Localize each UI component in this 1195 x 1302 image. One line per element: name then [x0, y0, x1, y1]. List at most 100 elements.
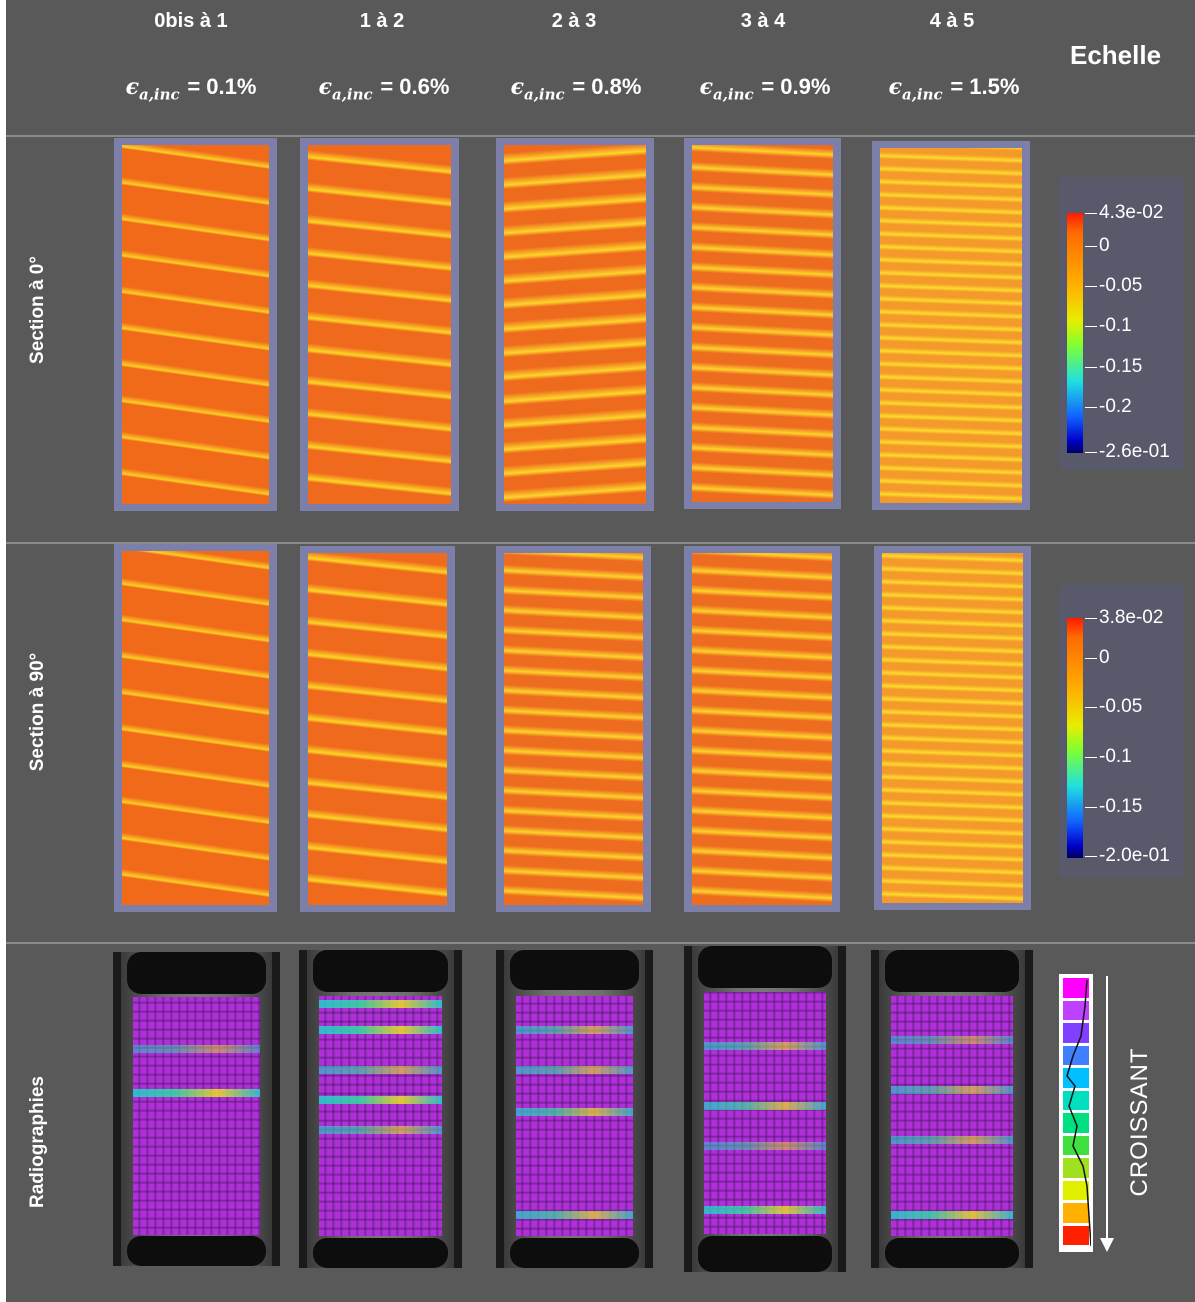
- column-title-3: 2 à 3: [551, 10, 597, 32]
- vector-band: [704, 1102, 826, 1110]
- vector-band: [319, 1000, 442, 1008]
- divider-row2: [6, 942, 1195, 944]
- colorbar-label: -0.15: [1099, 796, 1143, 817]
- column-title-2: 1 à 2: [359, 10, 405, 32]
- colorbar-label: -0.15: [1099, 356, 1143, 377]
- colorbar-tick: [1085, 246, 1097, 247]
- radiograph-3: [496, 950, 653, 1268]
- strain-map-90deg-4: [684, 546, 840, 912]
- displacement-vector-field: [704, 992, 826, 1234]
- colorbar-label: -0.05: [1099, 696, 1143, 717]
- colorbar-label: -2.0e-01: [1099, 845, 1170, 866]
- strain-label-4: ϵa,inc = 0.9%: [699, 74, 831, 104]
- scale-color-cell: [1063, 1135, 1089, 1155]
- top-cap: [313, 950, 448, 992]
- top-cap: [885, 950, 1019, 992]
- bottom-cap: [510, 1238, 639, 1268]
- vector-band: [319, 1096, 442, 1104]
- strain-label-5: ϵa,inc = 1.5%: [888, 74, 1020, 104]
- bottom-cap: [698, 1236, 832, 1272]
- strain-map-0deg-2: [300, 138, 459, 511]
- colorbar-tick: [1085, 367, 1097, 368]
- vector-band: [516, 1026, 633, 1034]
- top-cap: [127, 952, 266, 994]
- colorbar-label: 0: [1099, 647, 1110, 668]
- vector-band: [704, 1042, 826, 1050]
- colorbar-tick: [1085, 286, 1097, 287]
- displacement-vector-field: [516, 996, 633, 1236]
- colorbar-label: -2.6e-01: [1099, 441, 1170, 462]
- strain-map-90deg-3: [496, 546, 651, 912]
- bottom-cap: [127, 1236, 266, 1266]
- colorbar-label: -0.1: [1099, 746, 1132, 767]
- colorbar-tick: [1085, 807, 1097, 808]
- vector-band: [891, 1036, 1013, 1044]
- strain-map-90deg-2: [300, 546, 455, 912]
- strain-field: [692, 145, 833, 502]
- strain-field: [122, 551, 269, 905]
- scale-curve: [1066, 979, 1091, 1247]
- strain-label-3: ϵa,inc = 0.8%: [510, 74, 642, 104]
- colorbar-tick: [1085, 407, 1097, 408]
- column-title-4: 3 à 4: [740, 10, 786, 32]
- scale-curve-line: [1066, 979, 1091, 1247]
- vector-band: [133, 1045, 260, 1053]
- strain-field: [880, 148, 1022, 503]
- row-label-section0: Section à 0°: [27, 256, 48, 364]
- colorbar-tick: [1085, 213, 1097, 214]
- colorbar-label: -0.2: [1099, 396, 1132, 417]
- vector-band: [516, 1066, 633, 1074]
- strain-map-0deg-4: [684, 138, 841, 509]
- colorbar-label: 0: [1099, 235, 1110, 256]
- colorbar-tick: [1085, 757, 1097, 758]
- displacement-vector-field: [319, 996, 442, 1236]
- column-title-5: 4 à 5: [929, 10, 975, 32]
- increasing-label: CROISSANT: [1126, 1047, 1153, 1197]
- strain-map-90deg-5: [874, 546, 1031, 910]
- scale-color-cell: [1063, 1045, 1089, 1065]
- radiograph-4: [684, 946, 846, 1272]
- strain-field: [504, 553, 643, 905]
- colorbar-tick: [1085, 856, 1097, 857]
- colorbar-label: 4.3e-02: [1099, 202, 1164, 223]
- radiograph-5: [871, 950, 1033, 1268]
- colorbar-tick: [1085, 658, 1097, 659]
- scale-header: Echelle: [1070, 40, 1162, 70]
- row-label-radiographies: Radiographies: [27, 1076, 48, 1208]
- vector-band: [891, 1211, 1013, 1219]
- displacement-vector-field: [133, 997, 260, 1235]
- top-cap: [698, 946, 832, 988]
- top-cap: [510, 950, 639, 990]
- column-title-1: 0bis à 1: [154, 10, 228, 32]
- scale-color-cell: [1063, 1068, 1089, 1088]
- vector-band: [516, 1108, 633, 1116]
- colorbar-tick: [1085, 326, 1097, 327]
- scale-color-cell: [1063, 978, 1089, 998]
- colorbar-label: -0.1: [1099, 315, 1132, 336]
- increasing-arrow-line: [1106, 976, 1108, 1238]
- colorbar-tick: [1085, 707, 1097, 708]
- colorbar-tick: [1085, 452, 1097, 453]
- bottom-cap: [885, 1238, 1019, 1268]
- colorbar-label: -0.05: [1099, 275, 1143, 296]
- strain-field: [122, 145, 269, 504]
- strain-label-2: ϵa,inc = 0.6%: [318, 74, 450, 104]
- vector-band: [891, 1136, 1013, 1144]
- strain-map-0deg-3: [496, 138, 654, 511]
- colorbar-gradient: [1067, 213, 1083, 453]
- vector-band: [704, 1206, 826, 1214]
- radiograph-2: [299, 950, 462, 1268]
- vector-band: [704, 1142, 826, 1150]
- strain-field: [692, 553, 832, 905]
- vector-band: [133, 1089, 260, 1097]
- strain-field: [504, 145, 646, 504]
- scale-color-cell: [1063, 1225, 1089, 1245]
- scale-color-cell: [1063, 1203, 1089, 1223]
- colorbar-tick: [1085, 618, 1097, 619]
- colorbar-label: 3.8e-02: [1099, 607, 1164, 628]
- displacement-vector-field: [891, 996, 1013, 1236]
- vector-band: [891, 1086, 1013, 1094]
- radiograph-color-scale: [1059, 974, 1093, 1252]
- colorbar-90deg: 3.8e-02 0 -0.05 -0.1 -0.15 -2.0e-01: [1059, 585, 1184, 877]
- radiograph-1: [113, 952, 280, 1266]
